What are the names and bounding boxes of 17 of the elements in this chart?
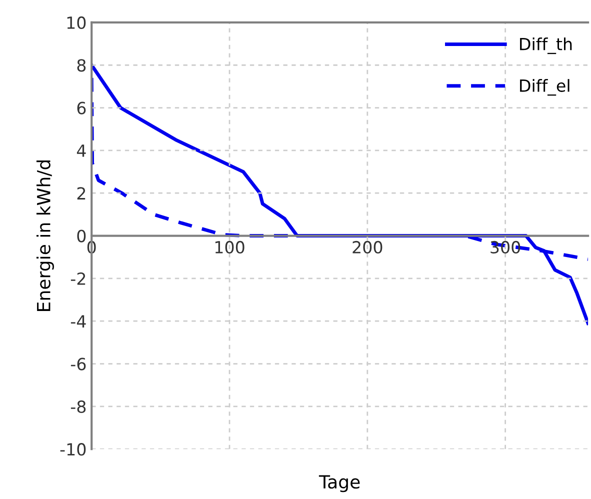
x-tick-label: 100: [215, 240, 244, 254]
y-tick-label: 0: [77, 230, 86, 242]
y-tick-label: -6: [70, 358, 86, 370]
y-tick-label: 10: [67, 16, 86, 30]
x-tick-label: 200: [352, 240, 382, 254]
y-tick-label: -8: [70, 400, 86, 414]
x-axis-title: Tage: [318, 475, 360, 492]
y-tick-label: 6: [77, 102, 86, 114]
legend-label: Diff_el: [520, 79, 570, 96]
legend-label: Diff_th: [520, 37, 572, 54]
y-tick-label: -10: [60, 443, 86, 456]
y-tick-label: 4: [76, 144, 86, 157]
y-tick-label: -2: [70, 272, 86, 285]
y-tick-label: -4: [70, 315, 86, 328]
y-axis-title: Energie in kWh/d: [36, 160, 54, 311]
y-tick-label: 2: [77, 187, 86, 200]
y-tick-label: 8: [77, 59, 86, 72]
